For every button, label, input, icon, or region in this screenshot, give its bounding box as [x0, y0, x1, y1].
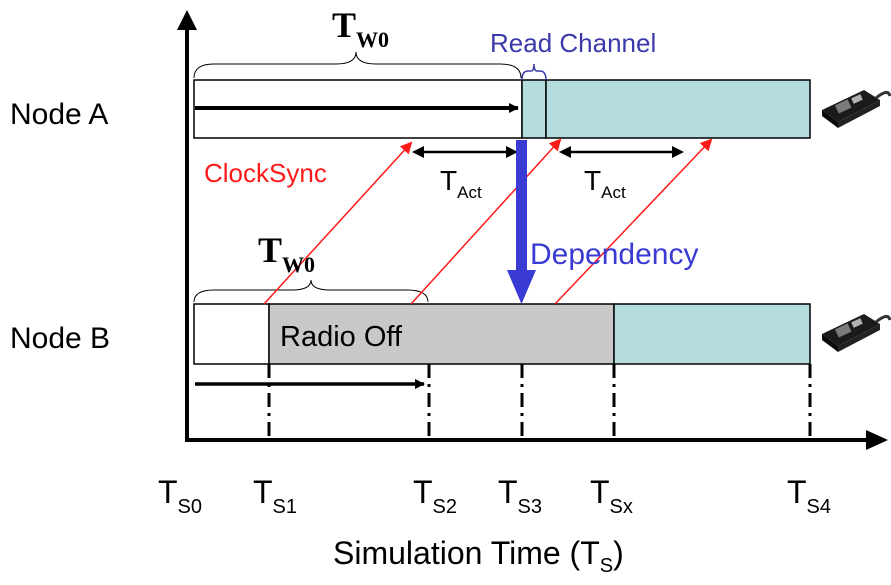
tick-label-s0: TS0: [158, 474, 202, 518]
clocksync-label: ClockSync: [204, 158, 327, 188]
tw0-brace-bottom: [193, 279, 429, 303]
node-b-sleep-bar: [193, 303, 270, 365]
node-a-label: Node A: [10, 98, 108, 131]
node-b-awake-bar: [613, 303, 811, 365]
tick-label-s1: TS1: [253, 474, 297, 518]
tick-guides: [267, 364, 812, 440]
dependency-arrow-head: [507, 270, 536, 304]
tw0-brace-top: [193, 51, 522, 79]
tact-label-1: TAct: [440, 165, 482, 202]
x-axis-title: Simulation Time (TS): [333, 535, 624, 577]
tick-label-s4: TS4: [787, 474, 831, 518]
clocksync-arrows: [263, 138, 713, 305]
tick-label-s2: TS2: [413, 474, 457, 518]
y-axis-arrowhead: [177, 10, 197, 30]
tact-label-2: TAct: [584, 165, 626, 202]
node-b-label: Node B: [10, 322, 110, 355]
tick-label-sx: TSx: [590, 474, 633, 518]
tick-label-s3: TS3: [498, 474, 542, 518]
sensor-board-icon: [822, 314, 891, 352]
read-channel-label: Read Channel: [490, 28, 656, 58]
dependency-label: Dependency: [530, 238, 698, 271]
tw0-label-bottom: TW0: [258, 230, 315, 277]
node-a-awake-bar: [545, 79, 811, 139]
tw0-label-top: TW0: [332, 5, 389, 52]
node-b-radio-off-bar: [268, 303, 615, 365]
dependency-arrow-shaft: [516, 140, 527, 272]
radio-off-label: Radio Off: [280, 321, 403, 353]
sensor-board-icon: [822, 90, 891, 128]
read-channel-brace: [521, 63, 547, 81]
x-axis-arrowhead: [866, 430, 888, 450]
node-a-read-channel-bar: [521, 79, 547, 139]
